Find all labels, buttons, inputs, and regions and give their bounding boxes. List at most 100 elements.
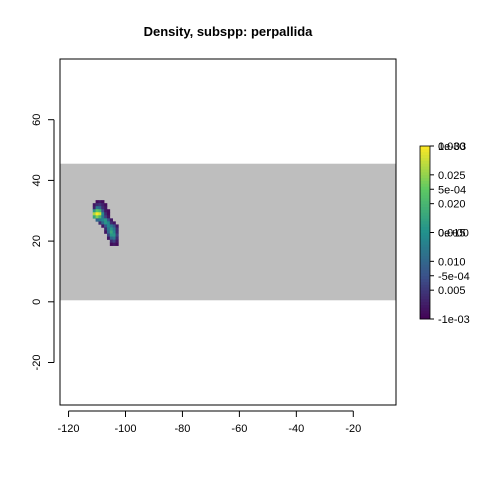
- heatmap-cell: [101, 200, 105, 204]
- heatmap-cell: [109, 224, 113, 228]
- colorbar-segment: [420, 258, 430, 262]
- x-tick-label: -100: [114, 423, 136, 435]
- heatmap-cell: [112, 227, 116, 231]
- colorbar-segment: [420, 238, 430, 242]
- heatmap-cell: [92, 203, 96, 207]
- heatmap-cell: [109, 233, 113, 237]
- colorbar-segment: [420, 287, 430, 291]
- heatmap-cell: [112, 221, 116, 225]
- heatmap-cell: [101, 203, 105, 207]
- colorbar-segment: [420, 284, 430, 288]
- colorbar-tick-label: 0.025: [438, 170, 466, 182]
- colorbar-segment: [420, 226, 430, 231]
- heatmap-cell: [98, 212, 102, 216]
- colorbar-segment: [420, 301, 430, 305]
- colorbar-segment: [420, 163, 430, 167]
- heatmap-cell: [115, 239, 119, 243]
- heatmap-cell: [106, 233, 111, 237]
- heatmap-cell: [109, 236, 113, 240]
- colorbar-segment: [420, 200, 430, 205]
- heatmap-cell: [106, 212, 111, 216]
- y-tick-label: 20: [31, 235, 43, 247]
- x-axis: -120 -100 -80 -60 -40 -20: [58, 410, 361, 435]
- heatmap-cell: [98, 218, 102, 222]
- colorbar-segment: [420, 255, 430, 259]
- heatmap-cell: [95, 200, 99, 204]
- heatmap-cell: [104, 227, 108, 231]
- heatmap-cell: [109, 242, 113, 246]
- heatmap-cell: [98, 209, 102, 213]
- colorbar-segment: [420, 278, 430, 282]
- colorbar-segment: [420, 215, 430, 219]
- heatmap-cell: [104, 212, 108, 216]
- y-tick-label: -20: [31, 355, 43, 371]
- colorbar-segment: [420, 154, 430, 158]
- heatmap-cell: [112, 242, 116, 246]
- colorbar-tick-label: 0.005: [438, 285, 466, 297]
- heatmap-cell: [101, 206, 105, 210]
- y-tick-label: 40: [31, 174, 43, 186]
- colorbar-segment: [420, 252, 430, 256]
- heatmap-cell: [101, 218, 105, 222]
- heatmap-cell: [106, 221, 111, 225]
- heatmap-cell: [104, 230, 108, 234]
- colorbar-overlay-tick-label: -5e-04: [438, 271, 470, 283]
- colorbar-tick-label: 0.015: [438, 228, 466, 240]
- heatmap-cell: [106, 227, 111, 231]
- heatmap-cell: [115, 227, 119, 231]
- heatmap-cell: [101, 221, 105, 225]
- heatmap-cell: [106, 209, 111, 213]
- x-tick-label: -120: [58, 423, 80, 435]
- colorbar-segment: [420, 232, 430, 236]
- colorbar-segment: [420, 293, 430, 297]
- colorbar-segment: [420, 212, 430, 216]
- heatmap-cell: [109, 227, 113, 231]
- colorbar-segment: [420, 192, 430, 196]
- colorbar-segment: [420, 177, 430, 181]
- heatmap-cell: [115, 236, 119, 240]
- heatmap-cell: [115, 242, 119, 246]
- heatmap-cell: [98, 206, 102, 210]
- heatmap-cell: [104, 218, 108, 222]
- colorbar-legend: 0.005 0.010 0.015 0.020 0.025 0.030 -1e-03 -5e-…: [419, 141, 470, 326]
- heatmap-cell: [115, 230, 119, 234]
- heatmap-cell: [104, 224, 108, 228]
- heatmap-cell: [112, 236, 116, 240]
- colorbar-segment: [420, 307, 430, 311]
- colorbar-segment: [420, 244, 430, 248]
- heatmap-cell: [95, 218, 99, 222]
- colorbar-tick-label: 0.020: [438, 199, 466, 211]
- colorbar-segment: [420, 160, 430, 164]
- heatmap-cell: [109, 221, 113, 225]
- heatmap-cell: [106, 215, 111, 219]
- colorbar-segment: [420, 275, 430, 280]
- colorbar-segment: [420, 166, 430, 170]
- heatmap-cell: [112, 239, 116, 243]
- colorbar-segment: [420, 261, 430, 265]
- heatmap-cell: [104, 203, 108, 207]
- colorbar-segment: [420, 223, 430, 228]
- heatmap-cell: [106, 224, 111, 228]
- colorbar-segment: [420, 186, 430, 190]
- x-tick-label: -20: [345, 423, 361, 435]
- heatmap-cell: [95, 206, 99, 210]
- colorbar-segment: [420, 249, 430, 254]
- heatmap-cell: [106, 218, 111, 222]
- colorbar-segment: [420, 146, 430, 150]
- colorbar-segment: [420, 157, 430, 161]
- heatmap-cell: [98, 203, 102, 207]
- colorbar-segment: [420, 235, 430, 239]
- colorbar-segment: [420, 272, 430, 277]
- heatmap-cell: [106, 236, 111, 240]
- heatmap-cell: [115, 233, 119, 237]
- heatmap-cell: [112, 230, 116, 234]
- y-axis: -20 0 20 40 60: [31, 114, 55, 371]
- colorbar-segment: [420, 189, 430, 193]
- colorbar-overlay-tick-label: -1e-03: [438, 314, 470, 326]
- colorbar-tick-label: 0.010: [438, 256, 466, 268]
- colorbar-segment: [420, 290, 430, 294]
- colorbar-segment: [420, 281, 430, 285]
- heatmap-cell: [95, 203, 99, 207]
- colorbar-segment: [420, 171, 430, 176]
